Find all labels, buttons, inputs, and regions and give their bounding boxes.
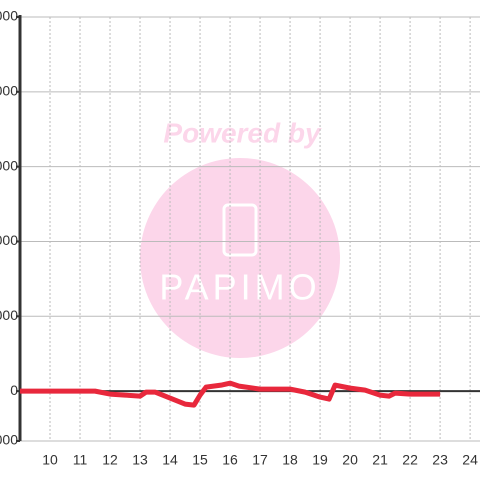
x-tick-label: 17	[252, 452, 268, 468]
x-tick-label: 21	[372, 452, 388, 468]
x-tick-label: 12	[102, 452, 118, 468]
x-tick-label: 10	[42, 452, 58, 468]
y-tick-label: 0	[10, 382, 18, 398]
y-tick-label: 60,000	[0, 232, 18, 248]
y-tick-label: -20,000	[0, 432, 18, 448]
watermark-logo	[140, 158, 340, 358]
x-tick-label: 16	[222, 452, 238, 468]
x-tick-label: 20	[342, 452, 358, 468]
y-tick-label: 90,000	[0, 157, 18, 173]
x-tick-label: 19	[312, 452, 328, 468]
x-tick-label: 13	[132, 452, 148, 468]
watermark-logo-text: PAPIMO	[159, 267, 320, 308]
x-tick-label: 23	[432, 452, 448, 468]
x-tick-label: 11	[73, 452, 88, 468]
x-tick-label: 22	[402, 452, 418, 468]
y-tick-label: 30,000	[0, 307, 18, 323]
y-tick-label: 120,000	[0, 83, 18, 99]
watermark-icon	[222, 203, 258, 257]
x-tick-label: 14	[162, 452, 178, 468]
x-tick-label: 15	[192, 452, 208, 468]
x-tick-label: 24	[462, 452, 478, 468]
x-tick-label: 18	[282, 452, 298, 468]
series-line	[20, 380, 441, 408]
y-tick-label: 150,000	[0, 8, 18, 24]
watermark-top: Powered by	[163, 117, 322, 148]
